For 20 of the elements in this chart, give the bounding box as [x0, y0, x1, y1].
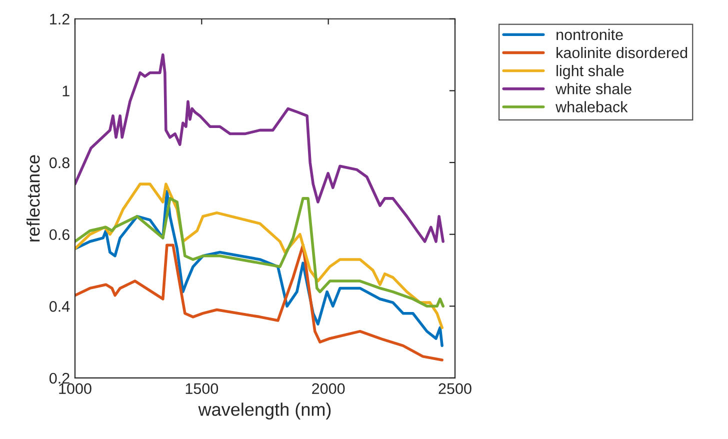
legend-label: white shale: [556, 83, 632, 94]
y-tick-label: 0.2: [49, 372, 70, 384]
x-tick-label: 2500: [438, 383, 472, 394]
x-tick-label: 2000: [312, 383, 345, 394]
y-tick-label: 1.2: [50, 14, 70, 24]
x-axis-title: wavelength (nm): [198, 402, 331, 420]
line-series: [74, 53, 444, 243]
y-tick-label: 0.4: [49, 301, 70, 312]
legend-label: kaolinite disordered: [556, 46, 688, 58]
line-series: [74, 197, 444, 308]
x-tick-label: 1500: [186, 383, 218, 394]
x-tick-label: 1000: [59, 383, 92, 394]
y-tick-label: 0.8: [49, 157, 70, 168]
legend-label: light shale: [556, 65, 624, 80]
y-tick-label: 0.6: [49, 229, 70, 240]
y-tick-label: 1: [62, 86, 70, 96]
y-axis-title: reflectance: [26, 155, 40, 242]
line-series: [74, 244, 444, 362]
legend-label: whaleback: [556, 101, 628, 112]
legend-label: nontronite: [556, 28, 623, 40]
